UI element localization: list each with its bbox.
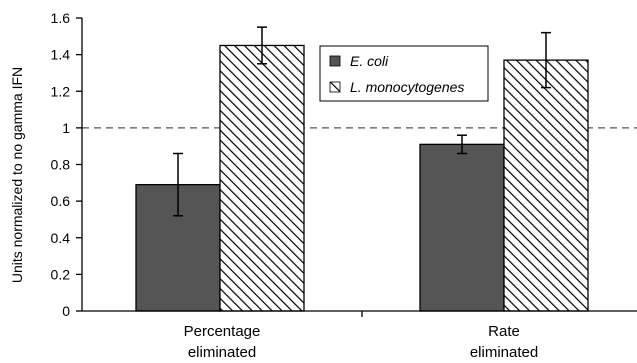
y-tick-label: 0 (62, 303, 70, 319)
category-label-0-line1: Percentage (184, 323, 261, 340)
y-tick-label: 0.4 (51, 230, 71, 246)
y-axis-ticks: 0 0.2 0.4 0.6 0.8 1 1.2 1.4 1.6 (51, 10, 82, 319)
category-label-0-line2: eliminated (188, 344, 256, 361)
legend-label-l-monocytogenes: L. monocytogenes (350, 79, 464, 95)
y-axis-title: Units normalized to no gamma IFN (9, 67, 25, 283)
y-tick-label: 1.2 (51, 83, 71, 99)
bar-l-monocytogenes-1 (503, 59, 589, 312)
legend-swatch-e-coli (329, 55, 341, 67)
y-tick-label: 0.6 (51, 193, 71, 209)
y-tick-label: 0.8 (51, 157, 71, 173)
bars-group (135, 26, 589, 312)
y-tick-label: 1.6 (51, 10, 71, 26)
legend-box (319, 45, 489, 102)
bar-e-coli-1 (419, 143, 505, 312)
y-tick-label: 0.2 (51, 266, 71, 282)
category-label-1-line1: Rate (488, 323, 520, 340)
legend-label-e-coli: E. coli (350, 53, 389, 69)
category-label-1-line2: eliminated (470, 344, 538, 361)
y-tick-label: 1.4 (51, 47, 71, 63)
legend: E. coli L. monocytogenes (319, 45, 489, 102)
bar-l-monocytogenes-0 (219, 44, 305, 312)
y-tick-label: 1 (62, 120, 70, 136)
legend-swatch-l-monocytogenes (329, 81, 341, 93)
